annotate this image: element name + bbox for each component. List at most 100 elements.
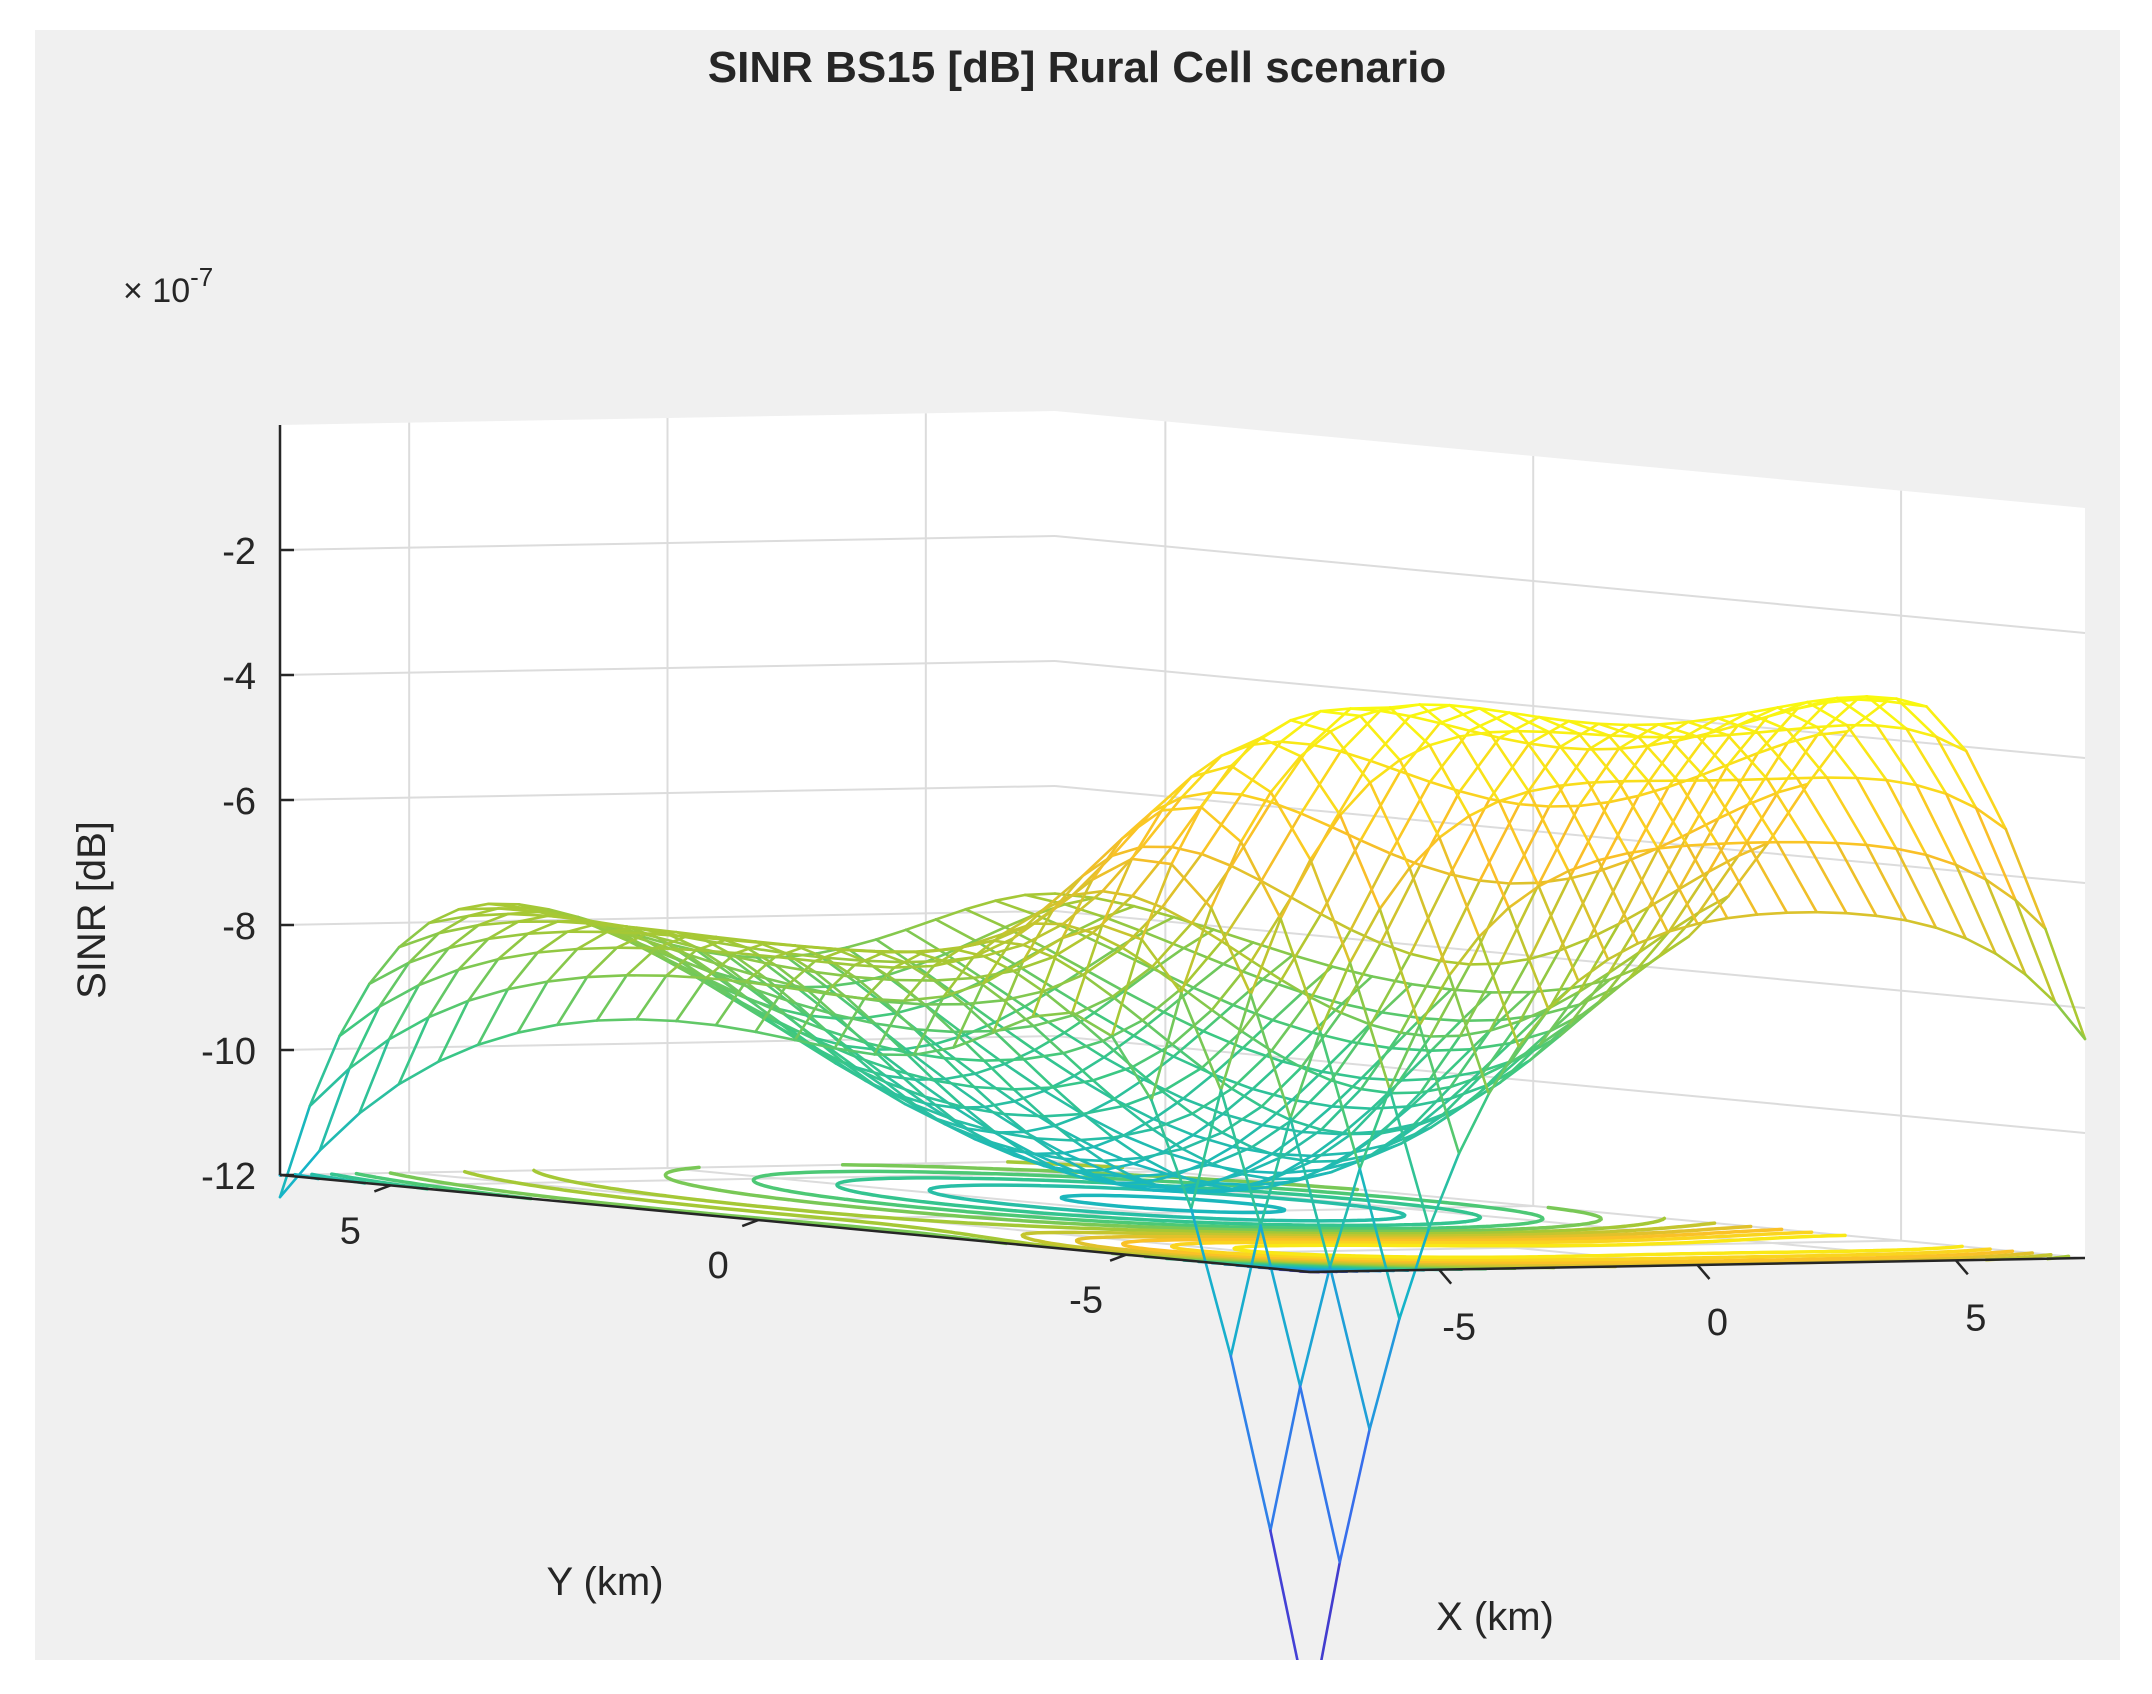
z-exponent-base: × 10 [123, 272, 190, 310]
mesh-line [934, 907, 967, 921]
mesh-line [913, 1027, 946, 1060]
mesh-line [1418, 974, 1451, 1027]
mesh-line [1160, 805, 1203, 812]
mesh-line [387, 983, 421, 1041]
mesh-line [1835, 695, 1869, 700]
mesh-line [883, 1000, 916, 1031]
mesh-line [1022, 1058, 1055, 1089]
mesh-line [1528, 877, 1571, 961]
mesh-line [1419, 1097, 1453, 1125]
mesh-line [1152, 946, 1185, 971]
mesh-line [1895, 847, 1938, 930]
surface-plot[interactable]: -2 -4 -6 -8 -10 -12 5 0 -5 -5 0 5 SINR BS15 [dB] Ru… [35, 30, 2120, 1694]
mesh-line [1507, 906, 1550, 1011]
mesh-line [943, 1056, 986, 1062]
mesh-line [874, 928, 908, 941]
mesh-line [1527, 742, 1561, 749]
mesh-line [983, 1138, 1026, 1154]
mesh-line [585, 946, 619, 979]
mesh-line [1726, 913, 1759, 920]
mesh-line [991, 1015, 1035, 1034]
mesh-line [1180, 939, 1223, 990]
mesh-line [1329, 759, 1372, 828]
mesh-line [1468, 711, 1511, 733]
mesh-line [1211, 1046, 1245, 1076]
mesh-line [1736, 777, 1769, 782]
mesh-line [1280, 1128, 1323, 1159]
mesh-line [1071, 1013, 1105, 1043]
mesh-line [744, 980, 787, 989]
mesh-line [1073, 930, 1116, 952]
mesh-line [1806, 696, 1839, 704]
mesh-line [1043, 946, 1086, 971]
mesh-line [1270, 1049, 1303, 1069]
mesh-line [1230, 800, 1273, 868]
mesh-line [1141, 1147, 1184, 1160]
mesh-line [1627, 723, 1670, 739]
mesh-line [1210, 790, 1243, 796]
mesh-line [1062, 1151, 1105, 1172]
mesh-line [506, 912, 550, 918]
mesh-line [1865, 843, 1908, 922]
mesh-line [1785, 910, 1818, 915]
mesh-line [1349, 1132, 1383, 1136]
mesh-line [962, 998, 1006, 1006]
mesh-line [913, 1027, 956, 1034]
mesh-line [397, 921, 431, 949]
mesh-line [427, 914, 471, 925]
mesh-line [834, 1013, 867, 1044]
mesh-line [942, 955, 975, 998]
mesh-line [1092, 1173, 1135, 1178]
mesh-line [1211, 1145, 1254, 1166]
mesh-line [1299, 730, 1332, 758]
mesh-line [1687, 817, 1720, 835]
mesh-line [1313, 1561, 1342, 1694]
mesh-line [1241, 1152, 1274, 1173]
mesh-line [854, 1055, 887, 1084]
mesh-line [1697, 854, 1740, 914]
mesh-line [1547, 804, 1581, 808]
mesh-line [1171, 1162, 1214, 1175]
z-tick-label: -10 [201, 1031, 256, 1073]
mesh-line [1696, 916, 1729, 926]
mesh-line [1031, 922, 1065, 926]
mesh-line [983, 1100, 1016, 1109]
mesh-line [1033, 1048, 1076, 1078]
mesh-line [1229, 764, 1273, 794]
mesh-line [1219, 1089, 1262, 1227]
mesh-line [585, 973, 629, 979]
mesh-line [1577, 958, 1610, 983]
mesh-line [1310, 1132, 1343, 1158]
mesh-line [1340, 1002, 1383, 1014]
y-tick-label: -5 [1069, 1280, 1103, 1322]
mesh-line [1578, 971, 1611, 993]
mesh-line [1289, 709, 1322, 722]
mesh-line [1309, 928, 1353, 999]
mesh-line [1388, 706, 1431, 747]
mesh-line [993, 1020, 1036, 1052]
axes-layer: -2 -4 -6 -8 -10 -12 5 0 -5 -5 0 5 [201, 425, 2086, 1349]
mesh-line [1756, 731, 1799, 780]
mesh-line [833, 997, 866, 1050]
mesh-line [933, 1079, 976, 1089]
mesh-line [1548, 1003, 1582, 1033]
mesh-line [1418, 703, 1451, 707]
mesh-line [1815, 910, 1848, 915]
mesh-line [1300, 1105, 1334, 1134]
mesh-line [1686, 720, 1729, 737]
mesh-line [1447, 974, 1491, 1096]
mesh-line [1291, 953, 1334, 968]
mesh-line [1032, 1152, 1076, 1173]
mesh-line [1310, 1159, 1343, 1163]
mesh-line [1102, 1156, 1145, 1163]
mesh-line [466, 987, 510, 1003]
mesh-line [1776, 706, 1819, 729]
mesh-line [1398, 1226, 1431, 1321]
mesh-line [1081, 973, 1114, 999]
mesh-line [1091, 1065, 1134, 1082]
mesh-line [1191, 1133, 1234, 1149]
mesh-line [1568, 1000, 1601, 1026]
mesh-line [1449, 1082, 1492, 1100]
mesh-line [1358, 706, 1392, 718]
mesh-line [1131, 1172, 1174, 1178]
